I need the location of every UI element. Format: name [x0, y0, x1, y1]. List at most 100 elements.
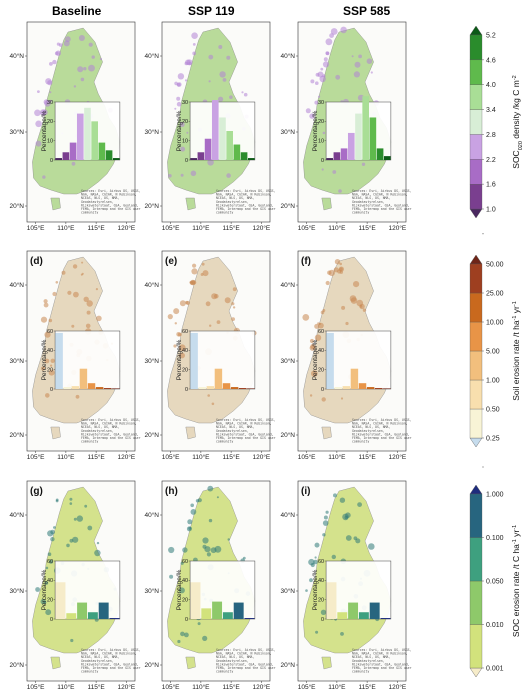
basemap-attribution: community	[81, 211, 98, 215]
map-pixel-cluster	[315, 630, 319, 634]
map-pixel-cluster	[361, 162, 366, 166]
inset-bar	[247, 388, 255, 389]
map-pixel-cluster	[201, 262, 205, 266]
map-pixel-cluster	[227, 538, 230, 541]
inset-y-axis-label: Percentage/%	[176, 110, 183, 151]
inset-y-tick-label: 60	[182, 329, 188, 335]
map-pixel-cluster	[48, 318, 53, 323]
lon-tick-label: 110°E	[328, 683, 346, 691]
basemap-attribution: Geodatastyrelsen,	[81, 429, 114, 433]
panel-label: (e)	[165, 256, 177, 267]
lat-tick-label: 40°N	[144, 52, 159, 60]
colorbar-label: Soil erosion rate /t ha-1 yr-1	[511, 301, 521, 401]
basemap-attribution: FEMA, Intermap and the GIS user	[81, 207, 141, 211]
inset-y-axis-label: Percentage/%	[312, 339, 319, 380]
map-pixel-cluster	[314, 100, 319, 105]
lat-tick-label: 30°N	[144, 357, 159, 365]
map-pixel-cluster	[72, 536, 79, 543]
map-panel: (g) 105°E 110°E 115°E 120°E 20°N 30°N 40°N Sourc…	[9, 480, 141, 691]
lat-tick-label: 20°N	[280, 202, 295, 210]
map-pixel-cluster	[180, 561, 184, 565]
map-pixel-cluster	[179, 344, 186, 352]
colorbar-segment	[469, 34, 483, 61]
basemap-attribution: NCEAS, NLS, OS, NMA,	[81, 655, 119, 659]
lon-tick-label: 120°E	[117, 224, 135, 232]
map-pixel-cluster	[314, 542, 320, 548]
map-pixel-cluster	[216, 320, 221, 324]
inset-y-tick-label: 0	[185, 617, 188, 623]
inset-y-tick-label: 20	[182, 119, 188, 125]
map-pixel-cluster	[66, 543, 70, 548]
colorbar-tick-label: 2.8	[486, 132, 496, 139]
inset-bar	[362, 96, 369, 160]
map-pixel-cluster	[190, 170, 197, 177]
inset-y-tick-label: 20	[47, 367, 53, 373]
map-pixel-cluster	[167, 314, 173, 320]
map-pixel-cluster	[191, 268, 198, 275]
map-pixel-cluster	[35, 140, 42, 147]
map-pixel-cluster	[96, 541, 100, 545]
map-pixel-cluster	[197, 622, 201, 626]
colorbar-tick-label: 2.2	[486, 157, 496, 164]
map-pixel-cluster	[180, 146, 186, 152]
colorbar-max-arrow	[469, 254, 483, 265]
map-pixel-cluster	[207, 159, 214, 166]
basemap-attribution: Rijkswaterstaat, GSA, Geoland,	[81, 662, 139, 666]
inset-bar	[383, 156, 391, 160]
inset-bar	[326, 582, 337, 619]
map-pixel-cluster	[177, 639, 181, 644]
inset-y-tick-label: 30	[47, 100, 53, 106]
lon-tick-label: 115°E	[87, 683, 105, 691]
basemap-attribution: Rijkswaterstaat, GSA, Geoland,	[81, 203, 139, 207]
basemap-attribution: Geodatastyrelsen,	[216, 659, 249, 663]
basemap-attribution: NCEAS, NLS, OS, NMA,	[352, 196, 390, 200]
colorbar: 0.25 0.50 1.00 5.00 10.00 25.00 50.00 Soil eros…	[469, 254, 521, 468]
inset-y-tick-label: 60	[318, 559, 324, 565]
map-pixel-cluster	[174, 107, 177, 110]
colorbar-min-arrow	[469, 437, 483, 448]
map-pixel-cluster	[180, 173, 184, 177]
map-panel: 105°E 110°E 115°E 120°E 20°N 30°N 40°N Sources:…	[144, 21, 276, 232]
basemap-attribution: NCEAS, NLS, OS, NMA,	[216, 196, 254, 200]
colorbar-segment	[469, 537, 483, 582]
inset-y-tick-label: 40	[182, 578, 188, 584]
map-pixel-cluster	[173, 308, 180, 315]
map-pixel-cluster	[50, 537, 55, 542]
basemap-attribution: Rijkswaterstaat, GSA, Geoland,	[352, 432, 410, 436]
lat-tick-label: 20°N	[144, 202, 159, 210]
map-pixel-cluster	[44, 581, 49, 585]
inset-bar	[77, 602, 88, 619]
colorbar-segment	[469, 379, 483, 410]
map-pixel-cluster	[340, 632, 344, 636]
basemap-attribution: community	[352, 670, 369, 674]
lon-tick-label: 110°E	[328, 453, 346, 461]
lon-tick-label: 110°E	[57, 224, 75, 232]
inset-bar	[334, 387, 342, 389]
map-pixel-cluster	[88, 64, 95, 72]
map-pixel-cluster	[39, 109, 47, 116]
map-pixel-cluster	[174, 322, 177, 325]
map-pixel-cluster	[339, 270, 343, 274]
inset-bar	[326, 158, 333, 160]
map-pixel-cluster	[323, 57, 328, 62]
map-pixel-cluster	[321, 168, 324, 171]
map-pixel-cluster	[309, 345, 316, 351]
inset-bar	[358, 383, 367, 389]
colorbar-tick-label: 0.010	[486, 622, 504, 629]
map-pixel-cluster	[69, 538, 74, 543]
inset-y-tick-label: 60	[47, 559, 53, 565]
map-pixel-cluster	[335, 74, 341, 80]
map-pixel-cluster	[78, 35, 85, 41]
basemap-attribution: Rijkswaterstaat, GSA, Geoland,	[352, 203, 410, 207]
map-pixel-cluster	[210, 547, 217, 554]
inset-y-axis-label: Percentage/%	[176, 339, 183, 380]
colorbar-tick-label: 0.100	[486, 535, 504, 542]
lat-tick-label: 30°N	[280, 357, 295, 365]
inset-bar	[104, 388, 112, 389]
map-pixel-cluster	[208, 518, 213, 523]
lon-tick-label: 105°E	[162, 683, 180, 691]
lat-tick-label: 20°N	[9, 202, 24, 210]
inset-bar	[333, 152, 341, 160]
inset-y-tick-label: 0	[185, 387, 188, 393]
hainan-island	[185, 656, 196, 670]
